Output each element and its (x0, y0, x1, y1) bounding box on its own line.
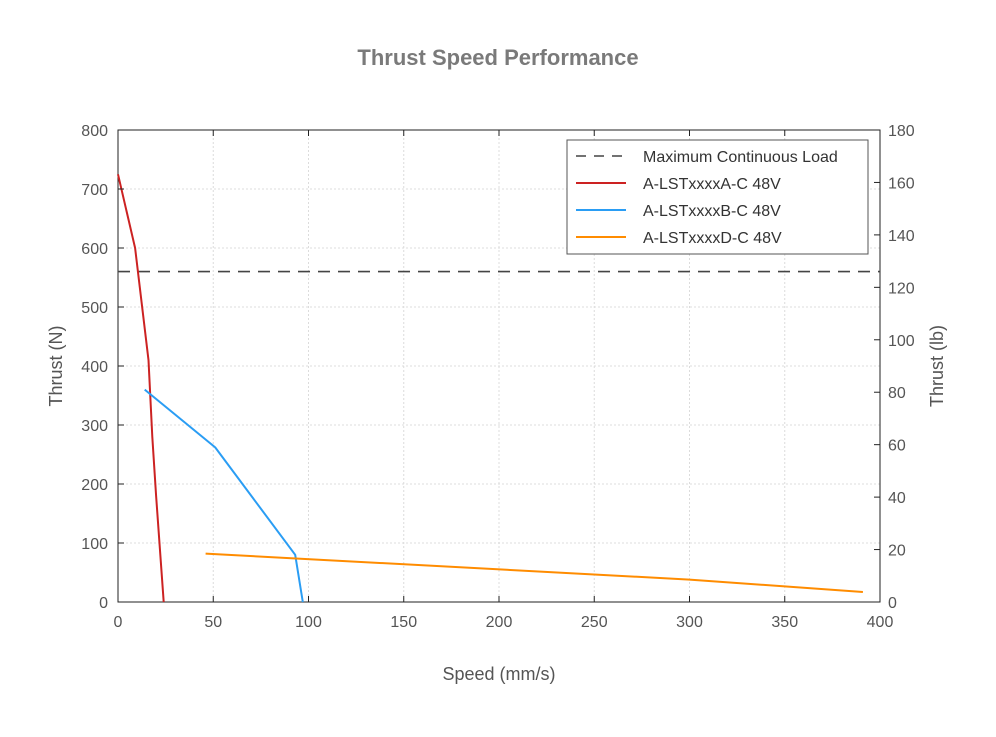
x-tick-label: 400 (867, 614, 894, 631)
y-tick-label: 800 (81, 123, 108, 140)
legend-entry-label: A-LSTxxxxB-C 48V (643, 203, 781, 220)
x-tick-label: 350 (771, 614, 798, 631)
y2-tick-label: 140 (888, 228, 915, 245)
y2-tick-label: 60 (888, 438, 906, 455)
x-tick-label: 150 (390, 614, 417, 631)
x-tick-label: 100 (295, 614, 322, 631)
y-tick-label: 300 (81, 418, 108, 435)
y-tick-label: 600 (81, 241, 108, 258)
y-tick-label: 200 (81, 477, 108, 494)
grid (118, 130, 880, 602)
y2-tick-label: 160 (888, 175, 915, 192)
y2-tick-label: 40 (888, 490, 906, 507)
y-tick-label: 700 (81, 182, 108, 199)
legend: Maximum Continuous Load A-LSTxxxxA-C 48V A… (566, 139, 869, 255)
chart-title: Thrust Speed Performance (357, 45, 638, 70)
x-tick-label: 200 (486, 614, 513, 631)
x-tick-label: 250 (581, 614, 608, 631)
series-lines (117, 174, 863, 603)
x-tick-label: 300 (676, 614, 703, 631)
series-line-2 (144, 388, 304, 603)
x-tick-label: 50 (204, 614, 222, 631)
legend-entry-label: A-LSTxxxxA-C 48V (643, 176, 781, 193)
x-tick-label: 0 (114, 614, 123, 631)
y-tick-label: 500 (81, 300, 108, 317)
axis-ticks: 0 50 100 150 200 250 300 350 4000100200300400500… (81, 123, 915, 631)
y2-tick-label: 80 (888, 385, 906, 402)
legend-box (566, 139, 869, 255)
legend-entry-label: A-LSTxxxxD-C 48V (643, 230, 782, 247)
y2-tick-label: 0 (888, 595, 897, 612)
x-axis-label: Speed (mm/s) (442, 664, 555, 684)
y-tick-label: 400 (81, 359, 108, 376)
y-tick-label: 100 (81, 536, 108, 553)
y2-tick-label: 180 (888, 123, 915, 140)
y2-tick-label: 20 (888, 543, 906, 560)
series-line-1 (117, 174, 165, 603)
legend-entry-label: Maximum Continuous Load (643, 149, 838, 166)
y2-tick-label: 120 (888, 280, 915, 297)
y2-axis-label: Thrust (lb) (927, 325, 947, 407)
y-tick-label: 0 (99, 595, 108, 612)
series-line-3 (205, 552, 863, 593)
y-axis-label: Thrust (N) (46, 326, 66, 407)
y2-tick-label: 100 (888, 333, 915, 350)
